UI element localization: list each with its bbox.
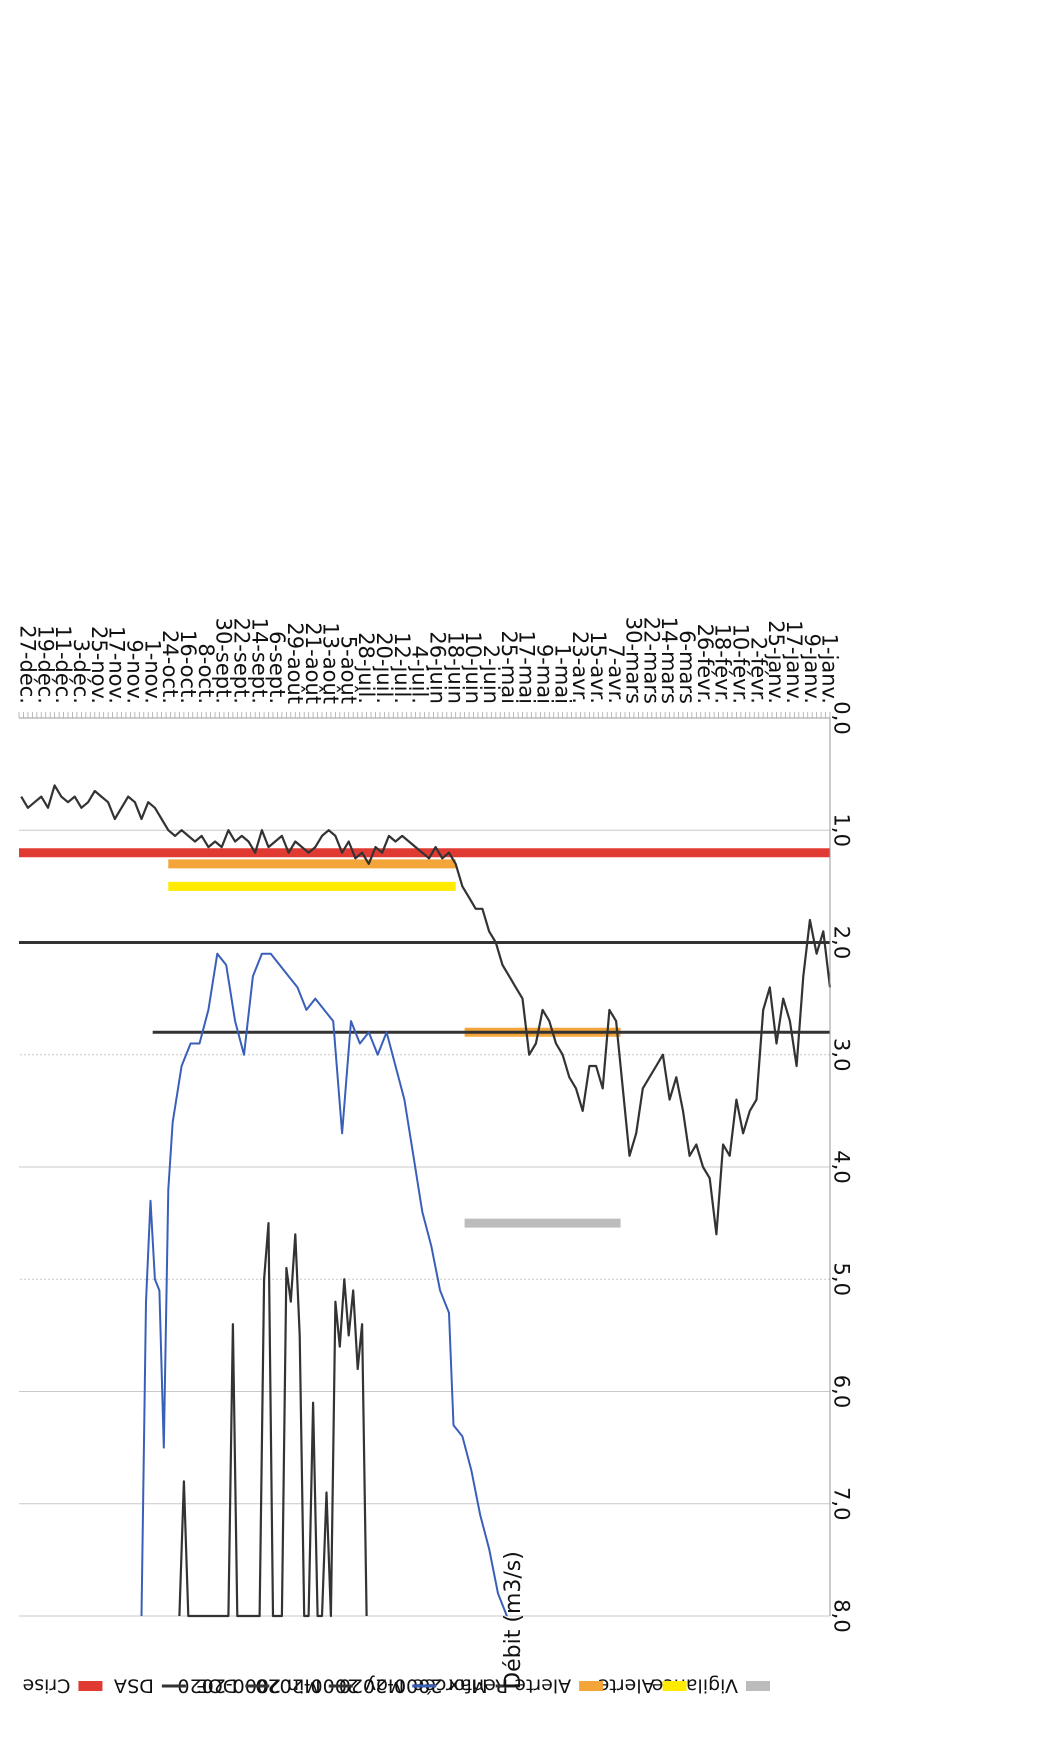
legend-swatch <box>78 1681 103 1691</box>
y-tick-label: 1,0 <box>830 814 854 847</box>
legend-item: DSA <box>114 1674 186 1696</box>
x-tick-label: 25-mai <box>497 631 521 704</box>
legend-label: Alerte Renforcée <box>413 1674 572 1696</box>
x-tick-label: 27-déc. <box>16 625 40 704</box>
x-tick-label: 8-oct. <box>194 643 218 704</box>
x-tick-label: 12-juil. <box>390 632 414 704</box>
x-tick-label: 24-oct. <box>158 630 182 704</box>
x-tick-label: 9-janv. <box>800 634 824 704</box>
x-tick-label: 17-janv. <box>782 620 806 704</box>
legend-swatch <box>746 1681 770 1691</box>
series-line <box>140 952 508 1617</box>
series-line <box>178 1221 368 1618</box>
x-tick-label: 1-janv. <box>818 634 842 704</box>
x-tick-label: 15-avr. <box>586 631 610 704</box>
x-tick-label: 19-déc. <box>33 625 57 704</box>
x-tick-label: 20-juil. <box>372 632 396 704</box>
x-tick-label: 5-août <box>336 636 360 704</box>
legend-item: Alerte <box>598 1674 687 1696</box>
x-tick-label: 1-nov. <box>140 639 164 704</box>
x-tick-label: 26-juin <box>426 631 450 704</box>
legend-label: Alerte <box>598 1674 655 1696</box>
legend-label: Crise <box>22 1674 70 1696</box>
legend-swatch <box>662 1681 687 1691</box>
legend-label: DSA <box>114 1674 154 1696</box>
y-axis-label: Débit (m3/s) <box>501 1551 526 1689</box>
x-tick-label: 25-janv. <box>764 620 788 704</box>
x-tick-label: 21-août <box>301 622 325 704</box>
y-tick-label: 4,0 <box>830 1150 854 1183</box>
y-tick-label: 8,0 <box>830 1599 854 1632</box>
x-tick-label: 17-mai <box>515 631 539 704</box>
y-tick-label: 5,0 <box>830 1263 854 1296</box>
x-tick-label: 3-déc. <box>69 639 93 704</box>
x-tick-label: 4-juil. <box>408 646 432 704</box>
legend-item: Alerte Renforcée <box>413 1674 604 1696</box>
x-tick-label: 9-mai <box>532 644 556 704</box>
x-tick-label: 30-sept. <box>212 618 236 704</box>
x-tick-label: 30-mars <box>622 617 646 704</box>
x-tick-label: 10-juin <box>461 631 485 704</box>
x-tick-label: 14-mars <box>657 617 681 704</box>
legend-item: DOE <box>196 1674 270 1696</box>
x-tick-label: 25-nov. <box>87 626 111 704</box>
legend-label: DOE <box>196 1674 238 1696</box>
x-tick-label: 11-déc. <box>51 625 75 704</box>
x-tick-label: 10-févr. <box>729 624 753 704</box>
x-tick-label: 16-oct. <box>176 630 200 704</box>
x-tick-label: 23-avr. <box>568 631 592 704</box>
y-tick-label: 6,0 <box>830 1375 854 1408</box>
x-tick-label: 6-sept. <box>265 631 289 704</box>
axes: 0,0 1,0 2,0 3,0 4,0 5,0 6,0 7,0 8,0 1-janv.9-janv… <box>16 617 854 1633</box>
y-tick-label: 7,0 <box>830 1487 854 1520</box>
x-tick-label: 2-juin <box>479 645 503 704</box>
x-tick-label: 14-sept. <box>247 618 271 704</box>
x-tick-label: 9-nov. <box>123 639 147 704</box>
data-series <box>19 784 832 1618</box>
y-tick-label: 3,0 <box>830 1038 854 1071</box>
x-tick-label: 26-févr. <box>693 624 717 704</box>
x-tick-label: 2-févr. <box>746 637 770 704</box>
x-tick-label: 13-août <box>319 622 343 704</box>
x-tick-label: 28-juil. <box>354 632 378 704</box>
x-tick-label: 18-juin <box>443 631 467 704</box>
x-tick-label: 6-mars <box>675 630 699 704</box>
y-tick-label: 0,0 <box>830 701 854 734</box>
x-tick-label: 7-avr. <box>604 644 628 704</box>
x-tick-label: 1-mai <box>550 644 574 704</box>
x-tick-label: 22-sept. <box>229 618 253 704</box>
x-tick-label: 17-nov. <box>105 626 129 704</box>
legend-item: Crise <box>22 1674 103 1696</box>
legend-swatch <box>579 1681 604 1691</box>
y-tick-label: 2,0 <box>830 926 854 959</box>
series-line <box>20 784 832 1236</box>
x-tick-label: 22-mars <box>639 617 663 704</box>
x-tick-label: 18-févr. <box>711 624 735 704</box>
x-tick-label: 29-août <box>283 622 307 704</box>
